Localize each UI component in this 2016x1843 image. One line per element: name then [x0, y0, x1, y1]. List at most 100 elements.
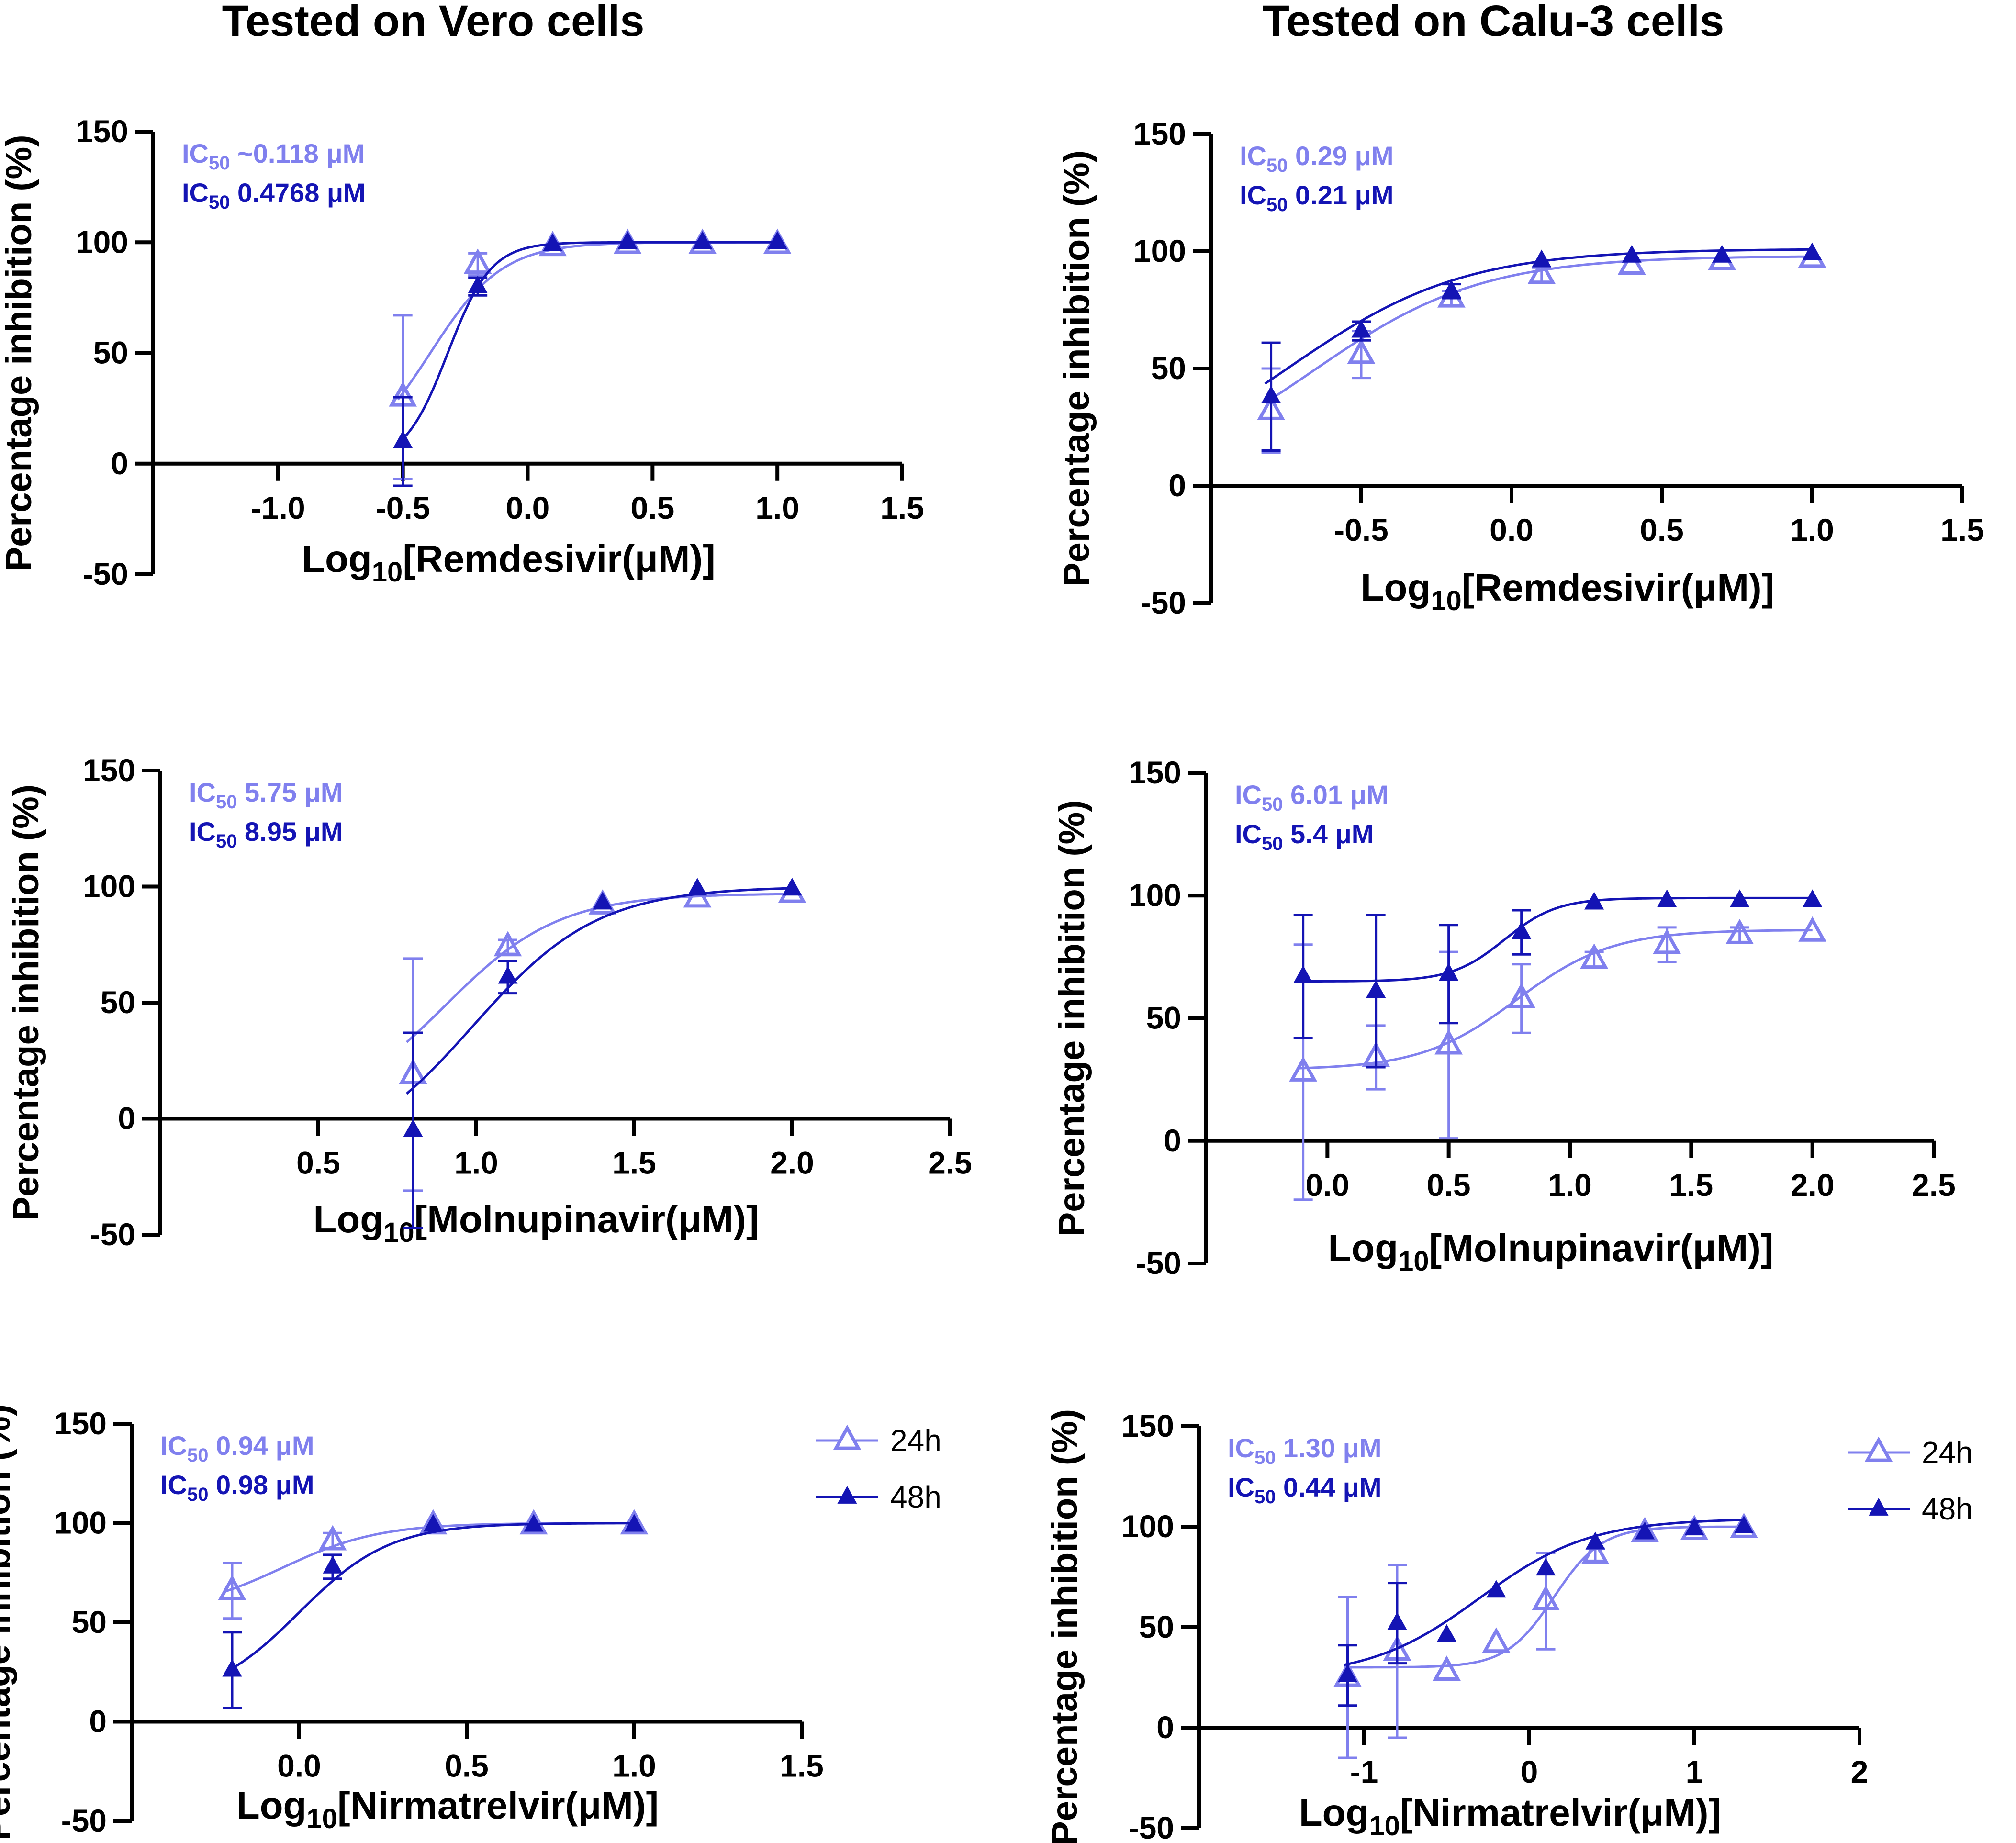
- data-point-48h: [1622, 245, 1642, 263]
- y-tick-label: 100: [1129, 877, 1181, 913]
- x-axis-label-prefix: Log: [1328, 1227, 1398, 1269]
- y-tick-label: -50: [61, 1803, 107, 1838]
- x-tick-label: 0.0: [1490, 512, 1534, 547]
- ic50-subscript: 50: [216, 792, 237, 813]
- x-axis-label-prefix: Log: [313, 1198, 383, 1240]
- ic50-subscript: 50: [1254, 1486, 1276, 1508]
- y-tick-label: 50: [1146, 1000, 1181, 1036]
- ic50-prefix: IC: [189, 777, 216, 807]
- ic50-label-48h: IC50 0.4768 μM: [182, 178, 366, 213]
- panel-calu3-nirmatrelvir: -50 0 50 100 150 -1 0 1 2 Log10[Nirmatrelvir(μM)]…: [1044, 1408, 1973, 1843]
- x-axis-label-subscript: 10: [1431, 585, 1462, 616]
- data-point-24h: [218, 1575, 246, 1600]
- legend-marker-48h: [837, 1486, 857, 1504]
- legend-label-24h: 24h: [890, 1423, 941, 1458]
- data-point-48h: [1532, 249, 1552, 268]
- ic50-value: ~0.118 μM: [230, 138, 365, 168]
- data-point-24h: [1617, 249, 1646, 275]
- x-axis-label-prefix: Log: [1361, 566, 1431, 609]
- ic50-label-24h: IC50 5.75 μM: [189, 777, 343, 813]
- y-tick-label: 0: [111, 446, 128, 481]
- x-tick-label: 0.5: [1427, 1167, 1471, 1203]
- x-tick-label: -0.5: [1334, 512, 1389, 547]
- data-point-24h: [463, 248, 492, 274]
- ic50-subscript: 50: [187, 1445, 209, 1466]
- data-point-48h: [1584, 892, 1604, 910]
- y-tick-label: 0: [1156, 1709, 1174, 1745]
- data-point-24h: [1434, 1029, 1463, 1055]
- ic50-subscript: 50: [1254, 1447, 1276, 1468]
- data-point-48h: [1366, 980, 1386, 998]
- ic50-value: 6.01 μM: [1283, 780, 1389, 810]
- ic50-label-24h: IC50 1.30 μM: [1228, 1433, 1382, 1468]
- ic50-label-24h: IC50 0.29 μM: [1240, 141, 1394, 176]
- y-tick-label: 0: [118, 1101, 135, 1136]
- x-tick-label: 1.0: [454, 1145, 498, 1181]
- x-axis-label: Log10[Molnupinavir(μM)]: [313, 1198, 759, 1248]
- x-axis-label-subscript: 10: [1398, 1246, 1429, 1277]
- ic50-subscript: 50: [1262, 794, 1283, 815]
- legend-marker-24h: [1864, 1436, 1893, 1462]
- data-point-48h: [1684, 1518, 1704, 1536]
- data-point-48h: [782, 878, 802, 896]
- x-tick-label: 2.5: [1912, 1167, 1956, 1203]
- data-point-24h: [1581, 1539, 1610, 1564]
- y-tick-label: -50: [1136, 1245, 1181, 1281]
- panel-vero-remdesivir: -50 0 50 100 150 -1.0 -0.5 0.0 0.5 1.0 1.5 Log10[Re…: [0, 113, 924, 592]
- x-tick-label: 0.0: [277, 1748, 321, 1784]
- y-tick-label: 100: [1133, 233, 1186, 268]
- x-tick-label: -1: [1350, 1754, 1378, 1789]
- fit-curve-48h: [1298, 896, 1813, 983]
- ic50-prefix: IC: [160, 1470, 187, 1500]
- data-point-24h: [1532, 1585, 1560, 1611]
- x-tick-label: 1.0: [612, 1748, 656, 1784]
- x-tick-label: 1.5: [612, 1145, 656, 1181]
- ic50-value: 5.75 μM: [237, 777, 343, 807]
- ic50-label-48h: IC50 0.44 μM: [1228, 1472, 1382, 1508]
- fit-curve-48h: [224, 1522, 634, 1674]
- data-point-24h: [493, 931, 522, 957]
- ic50-label-48h: IC50 0.21 μM: [1240, 180, 1394, 215]
- x-tick-label: 0.5: [445, 1748, 489, 1784]
- x-tick-label: 1.0: [755, 490, 799, 525]
- ic50-subscript: 50: [209, 192, 230, 213]
- panel-calu3-remdesivir: -50 0 50 100 150 -0.5 0.0 0.5 1.0 1.5 Log10[Remdes…: [1056, 116, 1984, 620]
- legend-marker-48h: [1869, 1497, 1889, 1516]
- x-tick-label: 0.5: [630, 490, 674, 525]
- x-tick-label: 1.5: [780, 1748, 824, 1784]
- ic50-prefix: IC: [1228, 1433, 1254, 1463]
- x-axis-label-subscript: 10: [306, 1803, 337, 1834]
- x-axis-label-subscript: 10: [372, 557, 403, 588]
- fit-curve-48h: [397, 241, 778, 445]
- x-tick-label: 1.0: [1790, 512, 1834, 547]
- x-tick-label: 1: [1686, 1754, 1703, 1789]
- x-tick-label: 0: [1521, 1754, 1538, 1789]
- y-tick-label: 50: [72, 1604, 107, 1640]
- x-axis-label-text: [Molnupinavir(μM)]: [1429, 1227, 1774, 1269]
- ic50-value: 8.95 μM: [237, 816, 343, 847]
- ic50-subscript: 50: [1266, 194, 1288, 215]
- x-axis-label-text: [Nirmatrelvir(μM)]: [337, 1784, 659, 1827]
- data-point-24h: [1580, 943, 1609, 969]
- x-axis-label-prefix: Log: [302, 537, 372, 580]
- y-tick-label: 150: [76, 113, 128, 149]
- data-point-24h: [1347, 338, 1376, 364]
- x-axis-label-text: [Molnupinavir(μM)]: [414, 1198, 759, 1240]
- data-point-24h: [318, 1525, 347, 1551]
- y-tick-label: 100: [83, 869, 135, 904]
- x-tick-label: 1.5: [1940, 512, 1984, 547]
- x-tick-label: -1.0: [251, 490, 305, 525]
- fit-curve-24h: [406, 893, 793, 1043]
- data-point-48h: [393, 430, 413, 448]
- data-point-48h: [1293, 965, 1313, 983]
- ic50-label-48h: IC50 5.4 μM: [1235, 819, 1374, 854]
- ic50-prefix: IC: [189, 816, 216, 847]
- y-tick-label: 150: [1129, 755, 1181, 790]
- y-tick-label: -50: [1141, 585, 1186, 620]
- data-point-48h: [543, 233, 563, 251]
- data-point-48h: [593, 892, 613, 910]
- y-tick-label: 100: [54, 1505, 107, 1541]
- ic50-subscript: 50: [216, 831, 237, 852]
- x-tick-label: 2.0: [1791, 1167, 1835, 1203]
